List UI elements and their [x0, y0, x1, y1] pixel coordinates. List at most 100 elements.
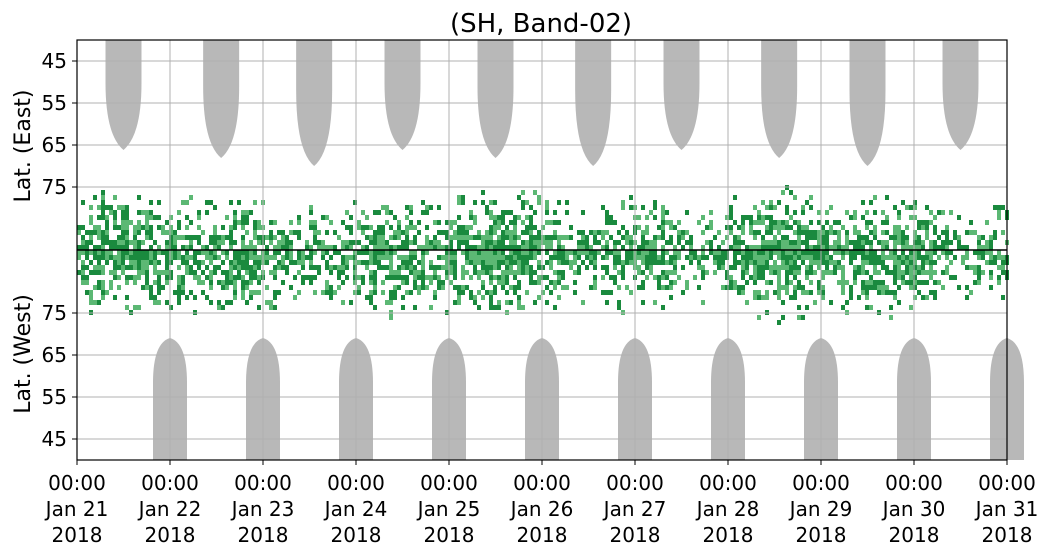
activity-cell [537, 195, 541, 200]
coverage-gap-top [477, 40, 514, 158]
activity-cell [537, 250, 541, 255]
activity-cell [457, 245, 461, 250]
activity-cell [113, 210, 117, 215]
activity-cell [569, 260, 573, 265]
activity-cell [865, 240, 869, 245]
activity-cell [789, 190, 793, 195]
activity-cell [393, 275, 397, 280]
activity-cell [269, 230, 273, 235]
activity-cell [813, 235, 817, 240]
activity-cell [389, 235, 393, 240]
activity-cell [649, 245, 653, 250]
activity-cell [185, 235, 189, 240]
activity-cell [497, 265, 501, 270]
activity-cell [193, 270, 197, 275]
activity-cell [801, 240, 805, 245]
activity-cell [549, 240, 553, 245]
activity-cell [93, 270, 97, 275]
activity-cell [245, 215, 249, 220]
activity-cell [89, 295, 93, 300]
activity-cell [173, 290, 177, 295]
activity-cell [877, 280, 881, 285]
activity-cell [405, 230, 409, 235]
activity-cell [917, 290, 921, 295]
activity-cell [501, 245, 505, 250]
activity-cell [885, 195, 889, 200]
activity-cell [445, 250, 449, 255]
activity-cell [305, 255, 309, 260]
activity-cell [113, 255, 117, 260]
activity-cell [369, 300, 373, 305]
activity-cell [413, 240, 417, 245]
activity-cell [521, 270, 525, 275]
activity-cell [709, 210, 713, 215]
activity-cell [649, 240, 653, 245]
activity-cell [853, 210, 857, 215]
activity-cell [277, 260, 281, 265]
activity-cell [185, 295, 189, 300]
activity-cell [329, 285, 333, 290]
activity-cell [709, 220, 713, 225]
activity-cell [193, 295, 197, 300]
activity-cell [153, 295, 157, 300]
activity-cell [353, 250, 357, 255]
activity-cell [149, 245, 153, 250]
activity-cell [673, 280, 677, 285]
activity-cell [297, 255, 301, 260]
activity-cell [225, 215, 229, 220]
activity-cell [89, 290, 93, 295]
activity-cell [105, 220, 109, 225]
activity-cell [129, 275, 133, 280]
activity-cell [637, 255, 641, 260]
activity-cell [429, 275, 433, 280]
activity-cell [413, 280, 417, 285]
activity-cell [121, 245, 125, 250]
activity-cell [417, 285, 421, 290]
activity-cell [453, 235, 457, 240]
activity-cell [817, 290, 821, 295]
activity-cell [885, 255, 889, 260]
activity-cell [465, 260, 469, 265]
activity-cell [809, 195, 813, 200]
activity-cell [841, 280, 845, 285]
activity-cell [653, 245, 657, 250]
activity-cell [469, 210, 473, 215]
activity-cell [381, 230, 385, 235]
activity-cell [909, 215, 913, 220]
activity-cell [277, 250, 281, 255]
activity-cell [897, 230, 901, 235]
activity-cell [345, 275, 349, 280]
activity-cell [377, 260, 381, 265]
activity-cell [489, 290, 493, 295]
activity-cell [853, 225, 857, 230]
activity-cell [873, 255, 877, 260]
activity-cell [473, 270, 477, 275]
activity-cell [829, 300, 833, 305]
activity-cell [149, 235, 153, 240]
activity-cell [269, 300, 273, 305]
activity-cell [233, 290, 237, 295]
activity-cell [841, 255, 845, 260]
activity-cell [117, 245, 121, 250]
activity-cell [537, 260, 541, 265]
activity-cell [797, 230, 801, 235]
activity-cell [349, 230, 353, 235]
activity-cell [513, 275, 517, 280]
activity-cell [825, 250, 829, 255]
activity-cell [221, 260, 225, 265]
activity-cell [165, 300, 169, 305]
activity-cell [245, 280, 249, 285]
activity-cell [929, 290, 933, 295]
activity-cell [533, 245, 537, 250]
activity-cell [581, 240, 585, 245]
activity-cell [909, 275, 913, 280]
activity-cell [885, 220, 889, 225]
activity-cell [625, 285, 629, 290]
activity-cell [381, 255, 385, 260]
activity-cell [905, 280, 909, 285]
activity-cell [237, 265, 241, 270]
activity-cell [825, 255, 829, 260]
activity-cell [817, 220, 821, 225]
activity-cell [881, 210, 885, 215]
activity-cell [957, 245, 961, 250]
